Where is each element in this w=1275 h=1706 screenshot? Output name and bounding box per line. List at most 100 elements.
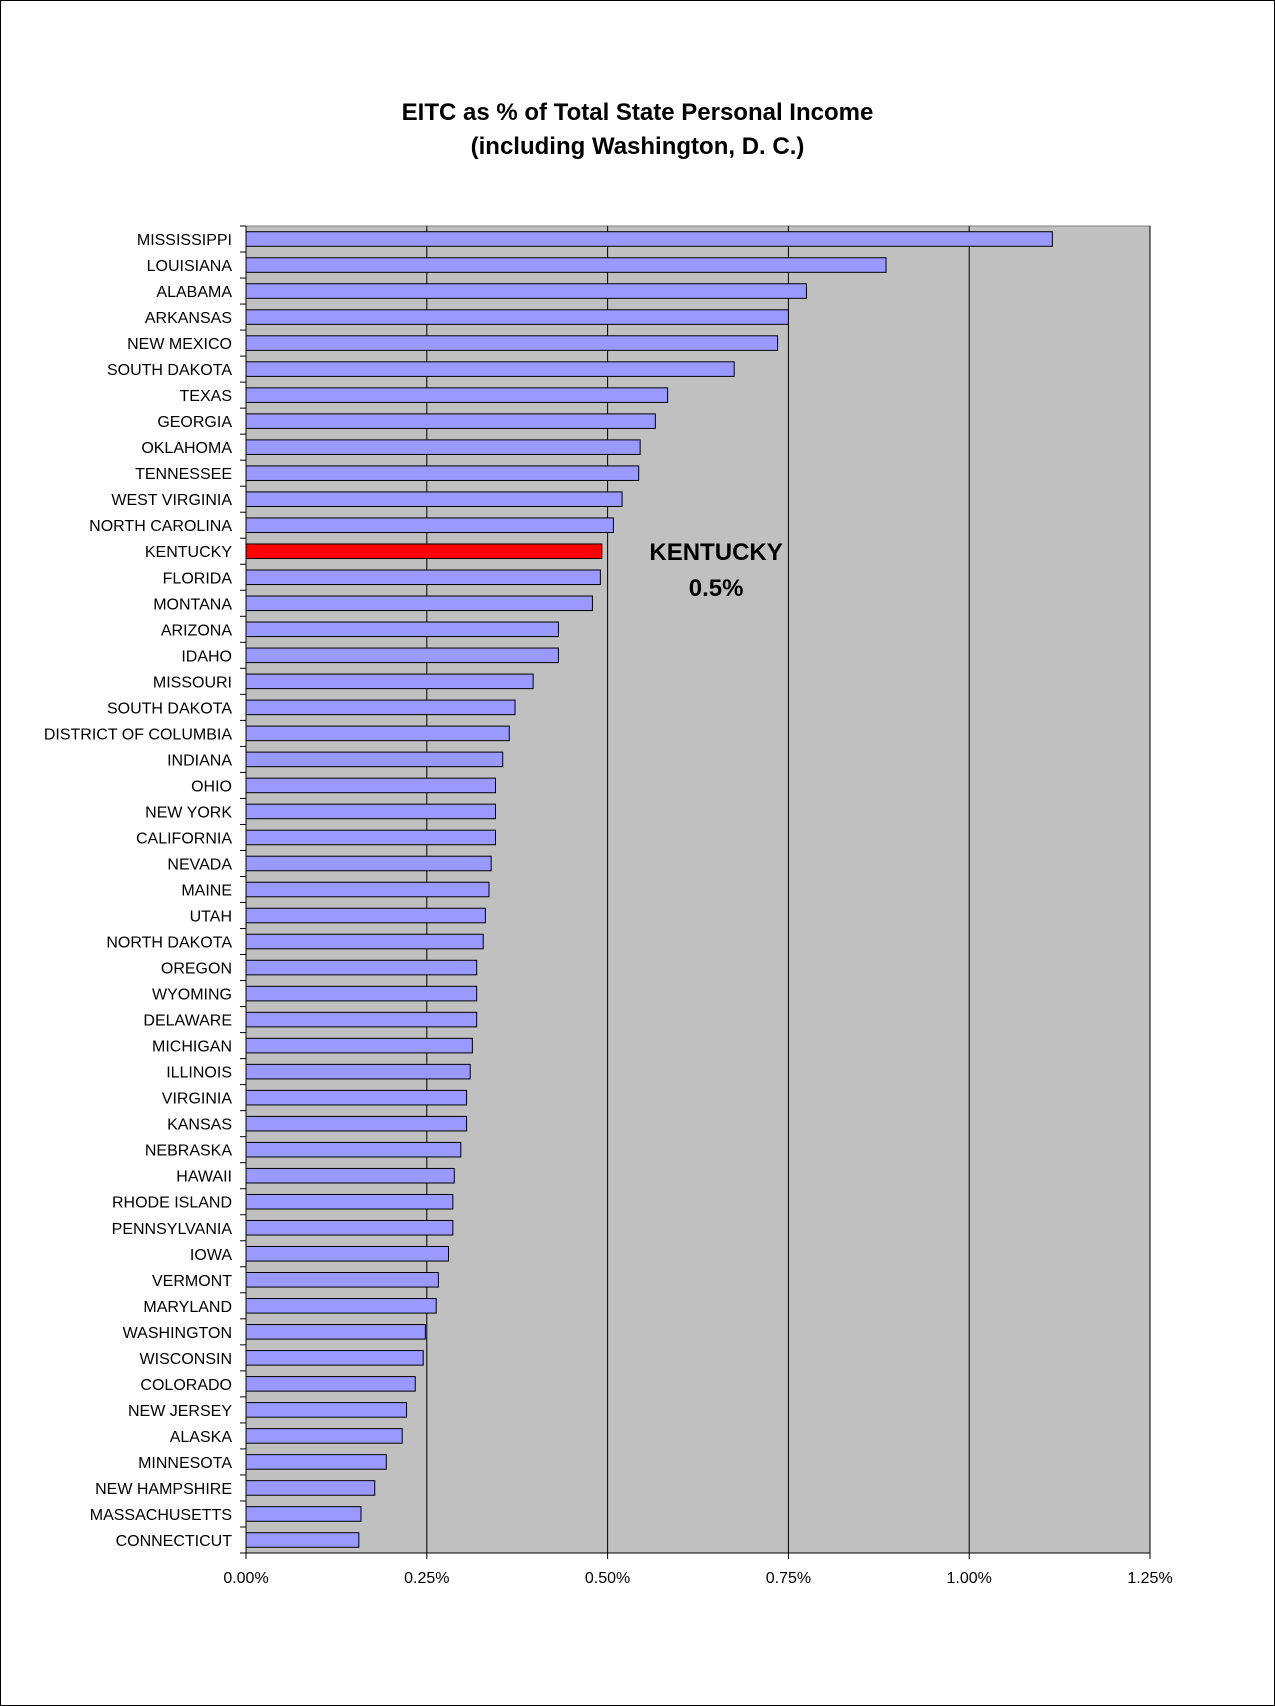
category-label: MONTANA [153,596,232,613]
chart-subtitle: (including Washington, D. C.) [470,133,805,160]
category-label: MISSISSIPPI [137,232,232,249]
category-label: ILLINOIS [166,1065,232,1082]
kentucky-annotation: KENTUCKY 0.5% [649,539,782,602]
annotation-line-2: 0.5% [689,575,744,602]
bar [245,907,486,924]
bar [245,1480,376,1496]
bar [245,1219,454,1236]
category-label: ALABAMA [156,284,232,301]
bar [245,673,534,690]
chart-title-block: EITC as % of Total State Personal Income… [0,96,1275,164]
bar [245,777,497,794]
category-label: INDIANA [167,752,232,769]
category-label: ARIZONA [161,622,232,639]
category-label: IOWA [190,1247,232,1264]
category-label: SOUTH DAKOTA [107,362,232,379]
x-tick-label: 1.25% [1127,1570,1172,1587]
category-label: ALASKA [170,1429,233,1446]
bar [245,1245,449,1262]
bars [245,231,1053,1548]
bar [245,595,593,612]
category-label: NORTH CAROLINA [89,518,232,535]
bar-highlight [245,543,603,560]
bar [245,933,484,950]
category-label: KENTUCKY [145,544,232,561]
bar [245,855,492,872]
category-label: TENNESSEE [135,466,232,483]
category-label: GEORGIA [157,414,232,431]
bar [245,1037,473,1054]
x-tick-label: 1.00% [947,1570,992,1587]
bar [245,387,669,403]
bar [245,335,779,351]
category-label: VIRGINIA [162,1091,233,1108]
category-label: DELAWARE [143,1013,232,1030]
x-tick-label: 0.50% [585,1570,630,1587]
category-label: OHIO [191,778,232,795]
category-label: NEVADA [167,856,232,873]
x-tick-label: 0.00% [223,1570,268,1587]
bar [245,1376,416,1392]
bar [245,1402,408,1418]
bar [245,621,559,638]
category-label: MICHIGAN [152,1039,232,1056]
x-tick-label: 0.25% [404,1570,449,1587]
bar [245,1350,424,1366]
bar [245,1011,478,1028]
category-label: DISTRICT OF COLUMBIA [44,726,232,743]
category-label: WYOMING [152,987,232,1004]
bar [245,699,516,716]
category-label: MAINE [181,883,232,900]
category-label: MINNESOTA [138,1455,232,1472]
bar [245,1193,454,1210]
category-label: TEXAS [180,388,232,405]
x-tick-label: 0.75% [766,1570,811,1587]
bar [245,959,478,976]
category-label: LOUISIANA [147,258,233,275]
bar [245,1063,471,1080]
bar [245,491,623,507]
bar [245,751,504,768]
category-label: WEST VIRGINIA [111,492,232,509]
category-label: COLORADO [140,1377,232,1394]
category-label: PENNSYLVANIA [112,1221,233,1238]
bar [245,1272,439,1288]
bar [245,1089,468,1106]
bar [245,1167,455,1184]
category-label: SOUTH DAKOTA [107,700,232,717]
category-label: NEW MEXICO [127,336,232,353]
bar [245,1141,462,1158]
category-label: NEW HAMPSHIRE [95,1481,232,1498]
bar [245,803,497,820]
category-label: OKLAHOMA [141,440,232,457]
category-label: RHODE ISLAND [112,1195,232,1212]
bar [245,465,640,481]
bar [245,569,601,586]
axes [240,225,1151,1559]
category-label: OREGON [161,961,232,978]
chart-title: EITC as % of Total State Personal Income [401,99,874,126]
bar [245,257,887,273]
bar [245,231,1053,247]
bar [245,283,807,299]
bar [245,1324,426,1340]
bar [245,881,490,898]
bar [245,1428,403,1444]
category-label: VERMONT [152,1273,232,1290]
category-label: UTAH [190,909,232,926]
category-label: NORTH DAKOTA [106,935,232,952]
category-label: NEW JERSEY [128,1403,232,1420]
category-label: NEW YORK [145,804,232,821]
category-label: ARKANSAS [145,310,232,327]
category-label: HAWAII [176,1169,232,1186]
bar [245,829,497,846]
category-label: IDAHO [181,648,232,665]
category-label: MISSOURI [153,674,232,691]
bar [245,309,789,325]
bar [245,439,641,455]
bar [245,1506,362,1522]
category-label: FLORIDA [163,570,233,587]
category-label: WASHINGTON [123,1325,232,1342]
bar [245,1532,360,1548]
bar [245,1454,387,1470]
